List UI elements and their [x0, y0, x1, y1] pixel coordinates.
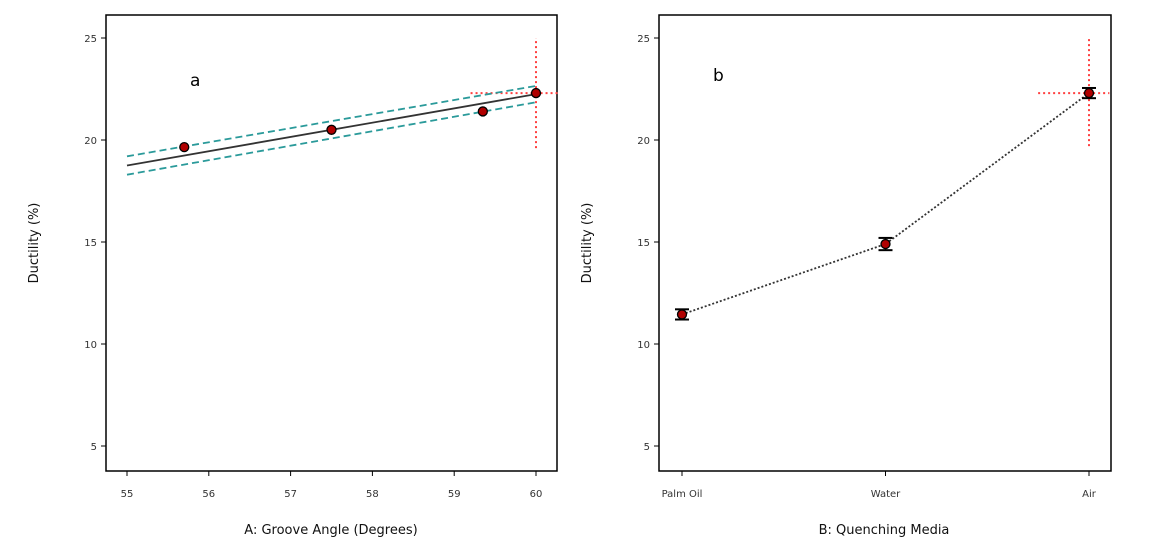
x-axis-title-b: B: Quenching Media	[819, 523, 950, 538]
panel-label-b: b	[713, 66, 724, 86]
y-tick-label: 25	[84, 34, 97, 45]
x-tick-label: 55	[121, 489, 134, 500]
y-tick-label: 5	[644, 442, 650, 453]
data-point	[326, 124, 337, 135]
x-tick-label: Air	[1082, 489, 1097, 500]
x-tick-label: Palm Oil	[662, 489, 703, 500]
y-ticks-a: 5 10 15 20 25	[84, 34, 106, 453]
y-tick-label: 10	[84, 340, 97, 351]
marks-a	[126, 38, 561, 176]
series-line	[681, 92, 1090, 316]
data-point	[880, 238, 891, 250]
y-tick-label: 20	[84, 136, 97, 147]
chart-panel-a: a A: Groove Angle (Degrees) Ductility (%…	[27, 14, 561, 538]
chart-panel-b: b B: Quenching Media Ductility (%) 5 10 15…	[580, 14, 1112, 538]
y-tick-label: 25	[637, 34, 650, 45]
x-tick-label: Water	[871, 489, 901, 500]
y-tick-label: 10	[637, 340, 650, 351]
data-point	[477, 106, 488, 117]
x-axis-title-a: A: Groove Angle (Degrees)	[244, 523, 417, 538]
y-tick-label: 15	[637, 238, 650, 249]
x-tick-label: 59	[448, 489, 461, 500]
ci-lower-line	[126, 101, 537, 176]
data-point	[676, 309, 688, 320]
y-tick-label: 20	[637, 136, 650, 147]
data-point	[179, 141, 190, 153]
y-axis-title-b: Ductility (%)	[580, 203, 595, 284]
data-point	[530, 87, 542, 99]
x-tick-label: 57	[284, 489, 297, 500]
x-ticks-a: 55 56 57 58 59 60	[121, 471, 543, 500]
y-tick-label: 5	[91, 442, 97, 453]
panel-label-a: a	[190, 71, 200, 91]
data-point	[1083, 87, 1095, 99]
y-tick-label: 15	[84, 238, 97, 249]
ci-upper-line	[126, 85, 537, 158]
y-ticks-b: 5 10 15 20 25	[637, 34, 659, 453]
x-tick-label: 60	[530, 489, 543, 500]
x-tick-label: 56	[202, 489, 215, 500]
y-axis-title-a: Ductility (%)	[27, 203, 42, 284]
x-tick-label: 58	[366, 489, 379, 500]
x-ticks-b: Palm Oil Water Air	[662, 471, 1097, 500]
marks-b	[675, 38, 1110, 321]
plot-frame-a	[105, 14, 558, 472]
